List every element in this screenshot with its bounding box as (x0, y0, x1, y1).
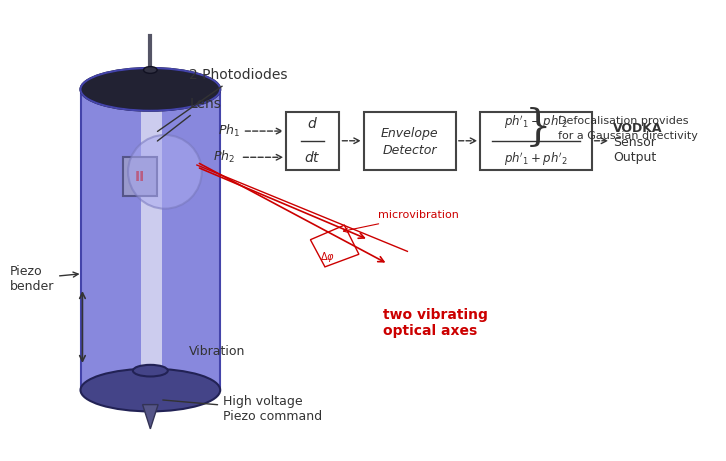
FancyBboxPatch shape (364, 112, 456, 170)
Text: High voltage
Piezo command: High voltage Piezo command (163, 396, 322, 424)
Text: microvibration: microvibration (343, 211, 459, 232)
Polygon shape (141, 89, 162, 390)
Text: II: II (135, 170, 145, 183)
Text: Defocalisation provides: Defocalisation provides (558, 116, 688, 126)
Text: two vibrating
optical axes: two vibrating optical axes (383, 307, 488, 338)
Text: Lens: Lens (158, 97, 221, 141)
Text: Detector: Detector (383, 144, 437, 157)
Text: }: } (525, 107, 552, 149)
Polygon shape (142, 405, 158, 429)
Text: 2 Photodiodes: 2 Photodiodes (158, 68, 287, 131)
Circle shape (128, 135, 202, 209)
Text: VODKA: VODKA (613, 122, 663, 135)
FancyBboxPatch shape (123, 157, 157, 196)
Text: Envelope: Envelope (381, 126, 439, 140)
Ellipse shape (81, 369, 220, 411)
Text: $d$: $d$ (307, 116, 318, 131)
Ellipse shape (133, 365, 168, 377)
Text: Piezo
bender: Piezo bender (9, 265, 78, 293)
Ellipse shape (81, 68, 220, 111)
Polygon shape (133, 371, 168, 405)
Text: $ph'_1 + ph'_2$: $ph'_1 + ph'_2$ (504, 150, 568, 168)
FancyBboxPatch shape (286, 112, 340, 170)
Text: $\Delta\varphi$: $\Delta\varphi$ (320, 250, 335, 264)
Text: $ph'_1 - ph'_2$: $ph'_1 - ph'_2$ (504, 113, 568, 131)
Text: $Ph_2$: $Ph_2$ (213, 149, 235, 165)
Ellipse shape (144, 66, 157, 73)
FancyBboxPatch shape (480, 112, 592, 170)
Text: Output: Output (613, 151, 656, 164)
Text: for a Gaussian directivity: for a Gaussian directivity (558, 131, 698, 141)
Polygon shape (81, 89, 220, 390)
Text: Vibration: Vibration (189, 345, 245, 358)
Text: Sensor: Sensor (613, 136, 656, 149)
Text: $dt$: $dt$ (304, 150, 321, 165)
Text: $Ph_1$: $Ph_1$ (219, 123, 240, 139)
